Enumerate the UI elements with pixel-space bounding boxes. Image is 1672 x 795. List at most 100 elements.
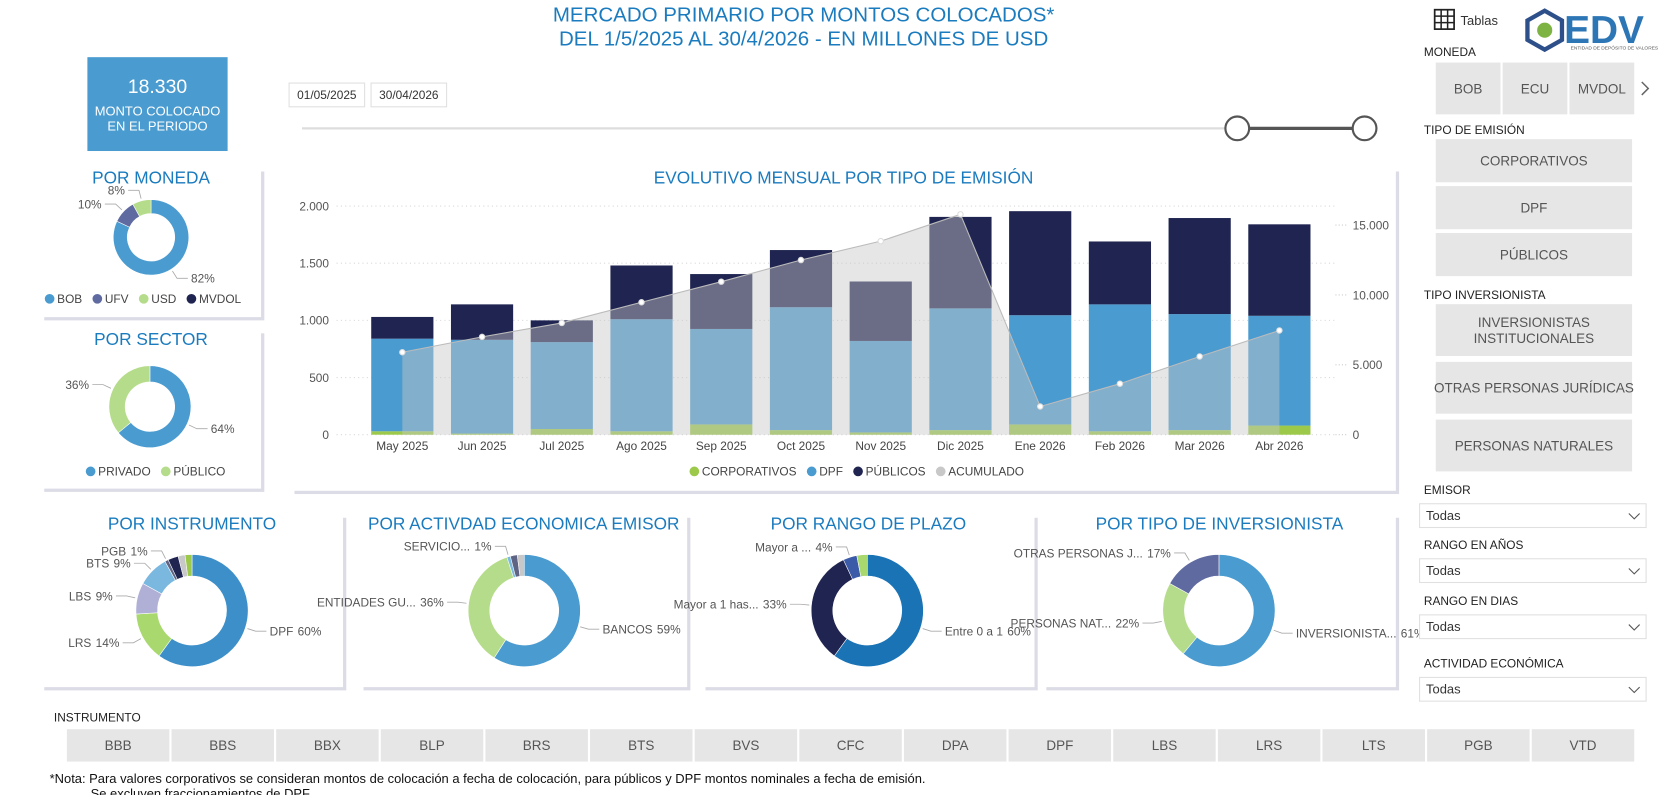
slicer-button[interactable]: CFC [799, 729, 902, 762]
slicer-button-bg[interactable] [1217, 729, 1321, 762]
area-point [638, 298, 645, 306]
x-tick-label: Mar 2026 [1175, 439, 1226, 453]
slicer-button[interactable]: PÚBLICOS [1435, 232, 1633, 277]
slicer-button-bg[interactable] [380, 729, 484, 762]
data-label: ENTIDADES GU... 36% [317, 595, 444, 609]
date-slicer[interactable]: 01/05/2025 30/04/2026 [288, 82, 1378, 142]
kpi-value: 18.330 [128, 76, 188, 98]
dropdown-chevron [1628, 513, 1641, 520]
slicer-button[interactable]: LRS [1217, 729, 1321, 762]
slicer-button[interactable]: ECU [1502, 62, 1568, 115]
bar-segment [610, 265, 673, 320]
slicer-button[interactable]: BRS [485, 729, 588, 762]
slicer-button[interactable]: BLP [380, 729, 484, 762]
slicer-button-bg[interactable] [66, 729, 170, 762]
slicer-button[interactable]: PERSONAS NATURALES [1435, 419, 1633, 472]
slicer-button[interactable]: LBS [1113, 729, 1216, 762]
donut-slice [1169, 554, 1220, 595]
slicer-button[interactable]: BBB [66, 729, 170, 762]
slicer-button-bg[interactable] [1569, 62, 1635, 115]
slicer-button-bg[interactable] [1435, 232, 1633, 277]
slicer-button-bg[interactable] [1435, 419, 1633, 472]
slicer-button[interactable]: MVDOL [1569, 62, 1635, 115]
slicer-button[interactable]: BOB [1435, 62, 1501, 115]
donut-slice [1182, 554, 1276, 667]
slicer-button-bg[interactable] [590, 729, 693, 762]
data-label-category: Entre 0 a 1 [945, 625, 1003, 639]
dropdown[interactable]: Todas [1419, 676, 1647, 702]
slicer-button[interactable]: CORPORATIVOS [1435, 139, 1633, 183]
slicer-button-bg[interactable] [1008, 729, 1112, 762]
dropdown-value: Todas [1426, 563, 1461, 578]
slicer-button-label: PÚBLICOS [1500, 247, 1568, 262]
slicer-button[interactable]: OTRAS PERSONAS JURÍDICAS [1434, 361, 1634, 414]
chart-title: POR MONEDA [92, 167, 210, 187]
legend-marker [689, 466, 700, 477]
tables-button-label: Tablas [1461, 13, 1498, 28]
logo: EDV ENTIDAD DE DEPÓSITO DE VALORES [1525, 8, 1659, 52]
slicer-button-bg[interactable] [1435, 62, 1501, 115]
slicer-button-bg[interactable] [1427, 729, 1530, 762]
date-end-box[interactable] [370, 82, 448, 108]
slicer-button[interactable]: PGB [1427, 729, 1530, 762]
slicer-button[interactable]: VTD [1531, 729, 1635, 762]
slicer-button-bg[interactable] [1531, 729, 1635, 762]
leader-line [835, 546, 850, 556]
slicer-button[interactable]: LTS [1322, 729, 1425, 762]
kpi-label: MONTO COLOCADO [95, 103, 221, 118]
slicer-button[interactable]: BTS [590, 729, 693, 762]
slicer-label: MONEDA [1424, 45, 1476, 59]
slicer-button-label: CFC [837, 738, 865, 753]
data-label-value: 1% [130, 544, 148, 558]
area-point [399, 349, 406, 356]
chart-title: POR SECTOR [94, 329, 208, 349]
dropdown-box[interactable] [1419, 614, 1647, 640]
dropdown[interactable]: Todas [1419, 558, 1647, 584]
slicer-button-bg[interactable] [1435, 139, 1633, 183]
y-tick-label: 500 [309, 371, 329, 385]
slicer-button-bg[interactable] [1435, 186, 1633, 230]
slicer-button-bg[interactable] [1502, 62, 1568, 115]
slicer-button-bg[interactable] [1435, 361, 1633, 414]
slicer-button-bg[interactable] [171, 729, 274, 762]
data-label-value: 60% [298, 625, 322, 639]
slicer-button[interactable]: DPF [1008, 729, 1112, 762]
slider-handle[interactable] [1224, 115, 1251, 142]
slicer-button-bg[interactable] [903, 729, 1007, 762]
dropdown[interactable]: Todas [1419, 614, 1647, 640]
dropdown-box[interactable] [1419, 503, 1647, 529]
date-start-box[interactable] [288, 82, 366, 108]
slicer-button[interactable]: BVS [694, 729, 798, 762]
slicer-button[interactable]: DPA [903, 729, 1007, 762]
slicer-button-bg[interactable] [694, 729, 798, 762]
slider-handle[interactable] [1351, 115, 1378, 142]
slicer-button-bg[interactable] [485, 729, 588, 762]
area-point [877, 237, 884, 245]
dropdown-box[interactable] [1419, 558, 1647, 584]
donut-slice [132, 199, 152, 217]
next-arrow[interactable] [1641, 81, 1650, 96]
data-label-category: PERSONAS NAT... [1011, 616, 1112, 630]
slicer-button-bg[interactable] [1435, 304, 1633, 356]
slicer-label: RANGO EN DIAS [1424, 594, 1518, 608]
donut-slice [184, 554, 193, 577]
bar-segment [1088, 304, 1152, 432]
slicer-button-bg[interactable] [1113, 729, 1216, 762]
data-label-category: OTRAS PERSONAS J... [1014, 546, 1143, 560]
slicer-button-bg[interactable] [1322, 729, 1425, 762]
slicer-button[interactable]: DPF [1435, 186, 1633, 230]
chart-title: POR RANGO DE PLAZO [771, 514, 967, 534]
bar-segment [530, 342, 593, 429]
leader-line [115, 595, 136, 599]
slicer-button[interactable]: BBS [171, 729, 274, 762]
dropdown-box[interactable] [1419, 676, 1647, 702]
slicer-button[interactable]: BBX [276, 729, 379, 762]
slicer-button-bg[interactable] [276, 729, 379, 762]
tables-button[interactable]: Tablas [1433, 8, 1498, 30]
table-icon-grid [1434, 9, 1455, 30]
dropdown[interactable]: Todas [1419, 503, 1647, 529]
bar-segment [769, 430, 833, 435]
bar-segment [1248, 315, 1311, 426]
slicer-button-bg[interactable] [799, 729, 902, 762]
